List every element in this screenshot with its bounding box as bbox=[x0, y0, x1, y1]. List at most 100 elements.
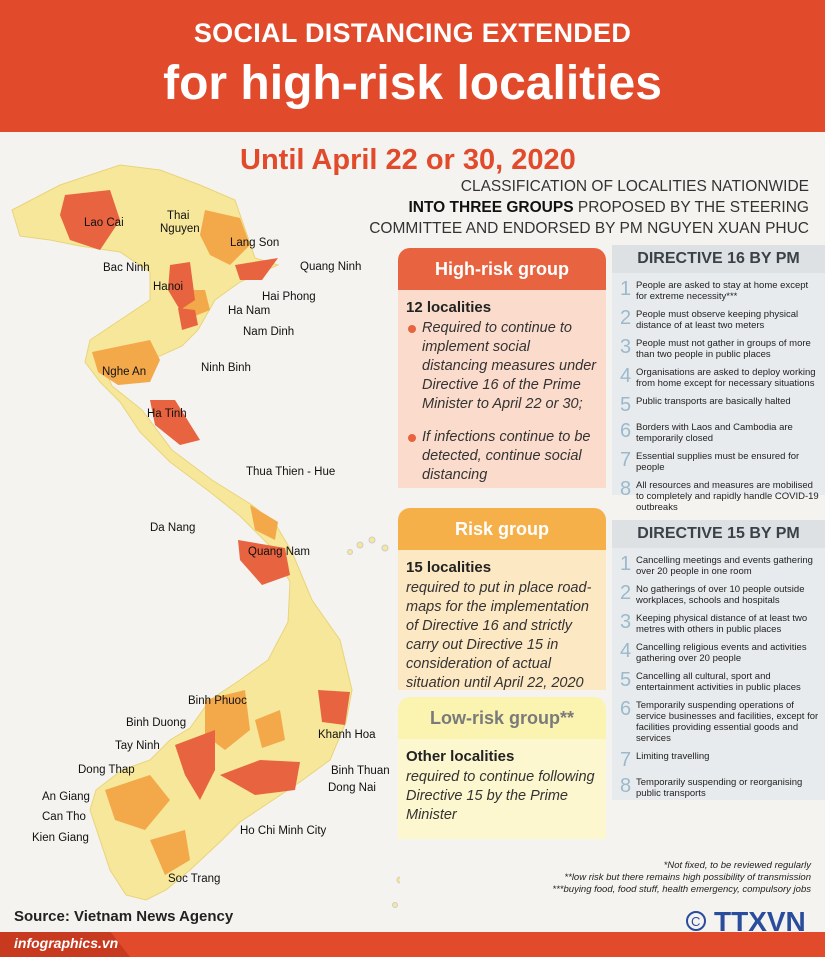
item-text: Cancelling meetings and events gathering… bbox=[636, 555, 813, 577]
item-number: 3 bbox=[620, 611, 632, 633]
label-bac-ninh: Bac Ninh bbox=[103, 262, 150, 274]
label-thua-thien-hue: Thua Thien - Hue bbox=[246, 466, 336, 478]
directive-item: 4 Cancelling religious events and activit… bbox=[612, 641, 825, 664]
item-text: All resources and measures are mobilised… bbox=[636, 480, 819, 513]
label-dong-thap: Dong Thap bbox=[78, 764, 135, 776]
item-number: 4 bbox=[620, 365, 632, 387]
label-soc-trang: Soc Trang bbox=[168, 873, 221, 885]
header-line1: SOCIAL DISTANCING EXTENDED bbox=[193, 18, 632, 48]
low-risk-body: Other localities required to continue fo… bbox=[398, 739, 606, 839]
classification-line2: INTO THREE GROUPS PROPOSED BY THE STEERI… bbox=[369, 197, 809, 218]
item-text: Organisations are asked to deploy workin… bbox=[636, 367, 816, 389]
item-number: 6 bbox=[620, 420, 632, 442]
high-risk-header: High-risk group bbox=[398, 248, 606, 290]
item-number: 4 bbox=[620, 640, 632, 662]
directive-16-box: DIRECTIVE 16 BY PM 1 People are asked to … bbox=[612, 245, 825, 513]
label-kien-giang: Kien Giang bbox=[32, 832, 89, 844]
directive-item: 8 All resources and measures are mobilise… bbox=[612, 479, 825, 513]
item-number: 7 bbox=[620, 749, 632, 771]
item-number: 5 bbox=[620, 669, 632, 691]
risk-header: Risk group bbox=[398, 508, 606, 550]
header-banner: SOCIAL DISTANCING EXTENDED for high-risk… bbox=[0, 0, 825, 132]
classification-line3: COMMITTEE AND ENDORSED BY PM NGUYEN XUAN… bbox=[369, 220, 809, 237]
directive-item: 8 Temporarily suspending or reorganising … bbox=[612, 776, 825, 799]
item-text: No gatherings of over 10 people outside … bbox=[636, 584, 805, 606]
label-tay-ninh: Tay Ninh bbox=[115, 740, 160, 752]
label-da-nang: Da Nang bbox=[150, 522, 196, 534]
label-can-tho: Can Tho bbox=[42, 811, 86, 823]
directive-item: 3 People must not gather in groups of mor… bbox=[612, 337, 825, 360]
high-risk-bullet: Required to continue to implement social… bbox=[406, 319, 598, 414]
item-number: 6 bbox=[620, 698, 632, 720]
label-nghe-an: Nghe An bbox=[102, 366, 147, 378]
item-number: 1 bbox=[620, 278, 632, 300]
item-text: Essential supplies must be ensured for p… bbox=[636, 451, 800, 473]
directive-item: 3 Keeping physical distance of at least t… bbox=[612, 612, 825, 635]
item-text: Cancelling religious events and activiti… bbox=[636, 642, 807, 664]
map-svg bbox=[11, 164, 423, 908]
footer-accent bbox=[0, 932, 130, 957]
high-risk-bullet: If infections continue to be detected, c… bbox=[406, 428, 598, 485]
classification-line1: CLASSIFICATION OF LOCALITIES NATIONWIDE bbox=[460, 178, 809, 195]
item-text: Temporarily suspending operations of ser… bbox=[636, 700, 819, 744]
directive-item: 6 Temporarily suspending operations of se… bbox=[612, 699, 825, 744]
item-text: Keeping physical distance of at least tw… bbox=[636, 613, 808, 635]
label-binh-duong: Binh Duong bbox=[126, 717, 187, 729]
classification-text: CLASSIFICATION OF LOCALITIES NATIONWIDE … bbox=[369, 176, 809, 239]
directive-16-title: DIRECTIVE 16 BY PM bbox=[612, 245, 825, 273]
low-risk-text: required to continue following Directive… bbox=[406, 769, 595, 823]
label-hai-phong: Hai Phong bbox=[262, 291, 316, 303]
item-text: Temporarily suspending or reorganising p… bbox=[636, 777, 803, 799]
label-nam-dinh: Nam Dinh bbox=[243, 326, 295, 338]
page-title: for high-risk localities bbox=[163, 57, 662, 110]
until-date: Until April 22 or 30, 2020 bbox=[240, 144, 576, 176]
label-binh-phuoc: Binh Phuoc bbox=[188, 695, 247, 707]
logo-svg: C TTXVN bbox=[686, 906, 806, 937]
label-ha-tinh: Ha Tinh bbox=[147, 408, 187, 420]
ttxvn-logo: C TTXVN bbox=[686, 906, 816, 942]
footnote: ***buying food, food stuff, health emerg… bbox=[552, 884, 811, 895]
label-hanoi: Hanoi bbox=[153, 281, 184, 293]
label-quang-nam: Quang Nam bbox=[248, 546, 311, 558]
label-binh-thuan: Binh Thuan bbox=[331, 765, 390, 777]
item-text: People must observe keeping physical dis… bbox=[636, 309, 799, 331]
label-lang-son: Lang Son bbox=[230, 237, 280, 249]
item-text: Limiting travelling bbox=[636, 751, 710, 762]
low-risk-header: Low-risk group** bbox=[398, 697, 606, 739]
classification-rest: PROPOSED BY THE STEERING bbox=[573, 199, 809, 216]
risk-body: 15 localities required to put in place r… bbox=[398, 550, 606, 691]
directive-item: 7 Limiting travelling bbox=[612, 750, 825, 770]
high-risk-count: 12 localities bbox=[406, 299, 492, 316]
directive-item: 2 No gatherings of over 10 people outside… bbox=[612, 583, 825, 606]
risk-count: 15 localities bbox=[406, 559, 492, 576]
label-nguyen: Nguyen bbox=[160, 223, 200, 235]
label-an-giang: An Giang bbox=[42, 791, 90, 803]
directive-item: 1 Cancelling meetings and events gatherin… bbox=[612, 554, 825, 577]
svg-text:TTXVN: TTXVN bbox=[714, 907, 806, 937]
footnote: *Not fixed, to be reviewed regularly bbox=[663, 860, 811, 871]
footer-band: infographics.vn bbox=[0, 932, 825, 957]
footnote: **low risk but there remains high possib… bbox=[564, 872, 811, 883]
item-number: 7 bbox=[620, 449, 632, 471]
label-ha-nam: Ha Nam bbox=[228, 305, 271, 317]
directive-item: 7 Essential supplies must be ensured for … bbox=[612, 450, 825, 473]
item-text: Borders with Laos and Cambodia are tempo… bbox=[636, 422, 793, 444]
item-text: People are asked to stay at home except … bbox=[636, 280, 809, 302]
item-number: 3 bbox=[620, 336, 632, 358]
directive-item: 1 People are asked to stay at home except… bbox=[612, 279, 825, 302]
directive-item: 2 People must observe keeping physical di… bbox=[612, 308, 825, 331]
label-ninh-binh: Ninh Binh bbox=[201, 362, 251, 374]
directive-item: 4 Organisations are asked to deploy worki… bbox=[612, 366, 825, 389]
item-number: 1 bbox=[620, 553, 632, 575]
item-text: Public transports are basically halted bbox=[636, 396, 791, 407]
directive-15-box: DIRECTIVE 15 BY PM 1 Cancelling meetings … bbox=[612, 520, 825, 800]
item-number: 2 bbox=[620, 307, 632, 329]
item-number: 2 bbox=[620, 582, 632, 604]
risk-regions bbox=[92, 210, 285, 875]
risk-text: required to put in place road-maps for t… bbox=[406, 580, 592, 691]
islands bbox=[347, 536, 423, 908]
high-risk-body: 12 localities Required to continue to im… bbox=[398, 290, 606, 488]
item-text: People must not gather in groups of more… bbox=[636, 338, 811, 360]
site-name[interactable]: infographics.vn bbox=[14, 935, 119, 951]
directive-item: 5 Public transports are basically halted bbox=[612, 395, 825, 415]
